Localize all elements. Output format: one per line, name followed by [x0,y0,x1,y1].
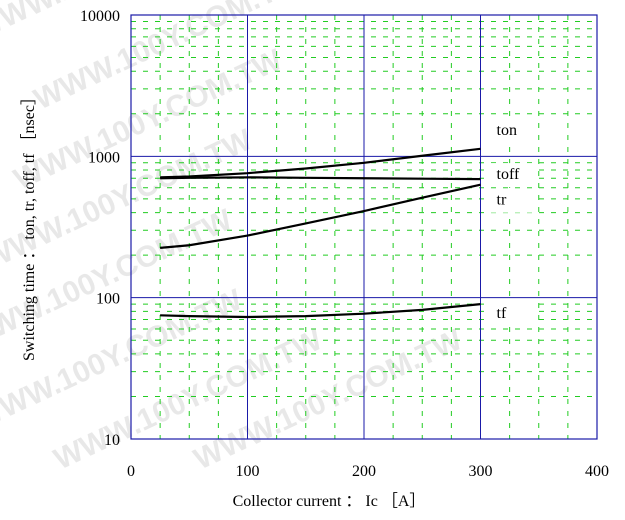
series-label-backdrop [486,188,535,213]
tick-label-layer: 0 100 200 300 400 10 100 1000 10000 [80,8,609,480]
watermark-text: WWW.100Y.COM.TW [49,323,328,476]
x-tick-label: 400 [585,463,609,480]
major-grid [130,14,598,440]
x-axis-label: Collector current ： Ic ［A］ [233,492,426,510]
series-line-tf [160,303,481,319]
series-label-backdrop [486,163,535,188]
series-label-backdrop [486,118,535,143]
y-tick-label: 10 [104,432,120,449]
y-tick-label: 1000 [88,149,120,166]
watermark-text: WWW.100Y.COM.TW [189,323,468,476]
x-tick-label: 100 [236,463,260,480]
series-label-backdrop [486,302,535,327]
x-tick-label: 0 [127,463,135,480]
y-axis-label: Switching time ： ton, tr, toff, tf ［nsec… [20,89,38,361]
series-label-ton: ton [497,122,517,139]
series-label-tr: tr [497,192,507,209]
x-tick-label: 200 [352,463,376,480]
series-label-tf: tf [497,305,507,322]
series-label-layer: ton toff tr tf [486,118,535,327]
plot-frame [130,14,598,440]
y-tick-label: 100 [96,291,120,308]
series-label-toff: toff [497,166,520,183]
x-tick-label: 300 [469,463,493,480]
series-layer [160,147,481,319]
y-tick-label: 10000 [80,8,120,25]
series-line-tr [160,183,481,249]
series-line-toff [160,176,481,181]
series-line-ton [160,147,481,179]
